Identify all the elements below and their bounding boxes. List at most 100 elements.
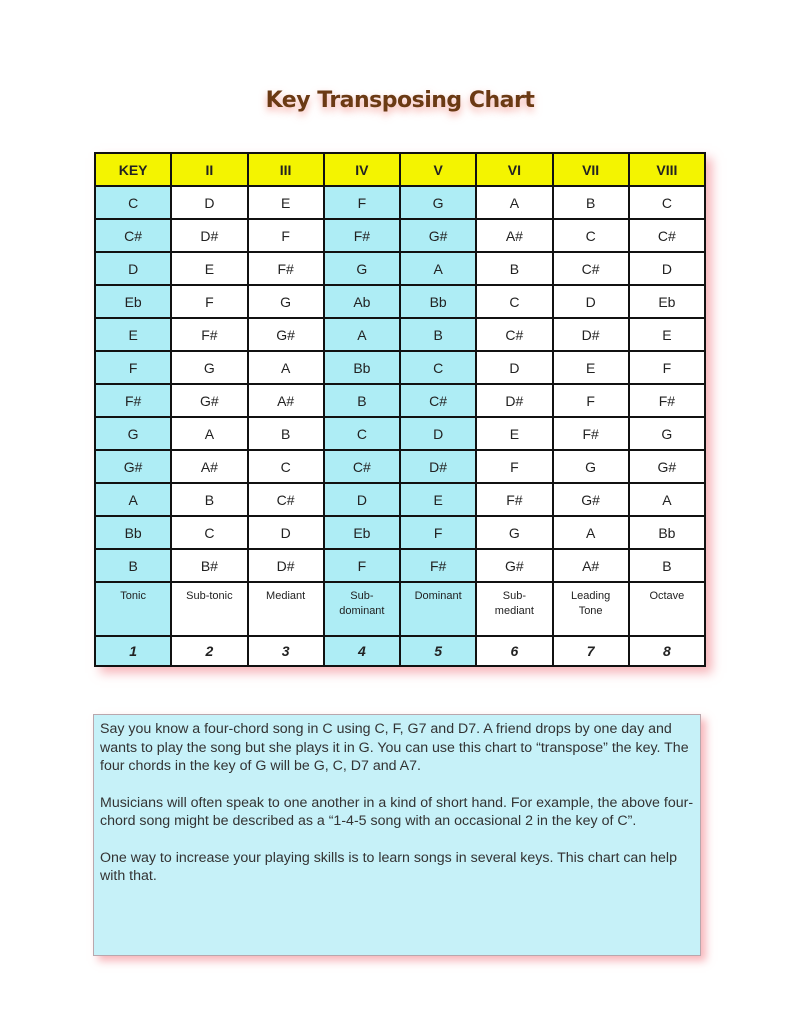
table-cell: D — [93, 251, 173, 286]
table-cell: G# — [551, 482, 630, 517]
table-cell: Eb — [627, 284, 707, 319]
table-cell: F — [627, 350, 707, 385]
table-cell: F — [475, 449, 554, 484]
table-cell: Dominant — [398, 581, 478, 637]
table-cell: G — [551, 449, 630, 484]
table-cell: D — [627, 251, 707, 286]
table-cell: D# — [475, 383, 554, 418]
table-cell: G# — [246, 317, 325, 352]
column-header: VII — [551, 152, 630, 187]
table-cell: Bb — [398, 284, 478, 319]
table-cell: Tonic — [93, 581, 173, 637]
table-row: Bb C D Eb F G A Bb — [93, 515, 707, 550]
table-row: F G A Bb C D E F — [93, 350, 707, 385]
table-cell: A — [551, 515, 630, 550]
table-cell: A — [475, 185, 554, 220]
table-cell: A — [322, 317, 402, 352]
table-cell: A# — [170, 449, 249, 484]
table-cell: C — [551, 218, 630, 253]
table-cell: A — [246, 350, 325, 385]
table-cell: Ab — [322, 284, 402, 319]
table-cell: C — [246, 449, 325, 484]
table-cell: C# — [627, 218, 707, 253]
table-cell: A — [627, 482, 707, 517]
table-cell: A — [170, 416, 249, 451]
table-cell: F — [322, 548, 402, 583]
table-cell: F — [398, 515, 478, 550]
table-cell: G — [93, 416, 173, 451]
table-row: Eb F G Ab Bb C D Eb — [93, 284, 707, 319]
table-cell: Bb — [627, 515, 707, 550]
table-cell: F — [551, 383, 630, 418]
table-row: C# D# F F# G# A# C C# — [93, 218, 707, 253]
table-cell: G — [170, 350, 249, 385]
table-cell: B — [627, 548, 707, 583]
table-cell: Sub-dominant — [322, 581, 402, 637]
table-cell: C — [627, 185, 707, 220]
table-cell: F# — [93, 383, 173, 418]
paragraph: Say you know a four-chord song in C usin… — [100, 721, 689, 774]
table-cell: G# — [627, 449, 707, 484]
table-cell: G# — [398, 218, 478, 253]
explanation-box: Say you know a four-chord song in C usin… — [93, 714, 701, 956]
table-cell: A# — [475, 218, 554, 253]
table-cell: E — [627, 317, 707, 352]
column-header: IV — [322, 152, 402, 187]
table-cell: E — [246, 185, 325, 220]
table-cell: Mediant — [246, 581, 325, 637]
table-cell: B — [93, 548, 173, 583]
table-row: D E F# G A B C# D — [93, 251, 707, 286]
table-cell: A — [93, 482, 173, 517]
table-cell: F# — [398, 548, 478, 583]
table-cell: G — [627, 416, 707, 451]
table-cell: Sub-mediant — [475, 581, 554, 637]
table-cell: Eb — [93, 284, 173, 319]
table-cell: F# — [551, 416, 630, 451]
table-cell: E — [170, 251, 249, 286]
table-cell: F# — [170, 317, 249, 352]
table-cell: A — [398, 251, 478, 286]
table-cell: C# — [551, 251, 630, 286]
table-cell: G — [398, 185, 478, 220]
table-cell: 8 — [627, 635, 707, 667]
column-header: III — [246, 152, 325, 187]
table-cell: C# — [475, 317, 554, 352]
transposing-table: KEY II III IV V VI VII VIII C D E F G A B C C# D# F F# G# A#… — [93, 152, 707, 667]
table-cell: Eb — [322, 515, 402, 550]
table-cell: D — [246, 515, 325, 550]
table-cell: B — [475, 251, 554, 286]
table-cell: 6 — [475, 635, 554, 667]
table-cell: C# — [322, 449, 402, 484]
table-cell: 3 — [246, 635, 325, 667]
table-cell: 7 — [551, 635, 630, 667]
table-cell: G — [322, 251, 402, 286]
table-row: A B C# D E F# G# A — [93, 482, 707, 517]
table-cell: D — [475, 350, 554, 385]
table-cell: F — [246, 218, 325, 253]
table-cell: F — [322, 185, 402, 220]
table-row: B B# D# F F# G# A# B — [93, 548, 707, 583]
table-cell: C# — [93, 218, 173, 253]
table-row: G# A# C C# D# F G G# — [93, 449, 707, 484]
transposing-table-container: KEY II III IV V VI VII VIII C D E F G A B C C# D# F F# G# A#… — [93, 152, 707, 667]
paragraph: Musicians will often speak to one anothe… — [100, 794, 694, 830]
table-cell: F# — [627, 383, 707, 418]
table-cell: B — [246, 416, 325, 451]
table-cell: E — [93, 317, 173, 352]
table-cell: E — [475, 416, 554, 451]
table-cell: D — [170, 185, 249, 220]
table-cell: A# — [551, 548, 630, 583]
table-cell: B — [170, 482, 249, 517]
table-cell: G — [475, 515, 554, 550]
degree-names-row: Tonic Sub-tonic Mediant Sub-dominant Dominan… — [93, 581, 707, 637]
table-cell: Sub-tonic — [170, 581, 249, 637]
table-cell: D — [322, 482, 402, 517]
table-row: F# G# A# B C# D# F F# — [93, 383, 707, 418]
table-row: G A B C D E F# G — [93, 416, 707, 451]
table-cell: B# — [170, 548, 249, 583]
table-cell: G# — [475, 548, 554, 583]
column-header: KEY — [93, 152, 173, 187]
table-cell: 2 — [170, 635, 249, 667]
table-cell: B — [322, 383, 402, 418]
